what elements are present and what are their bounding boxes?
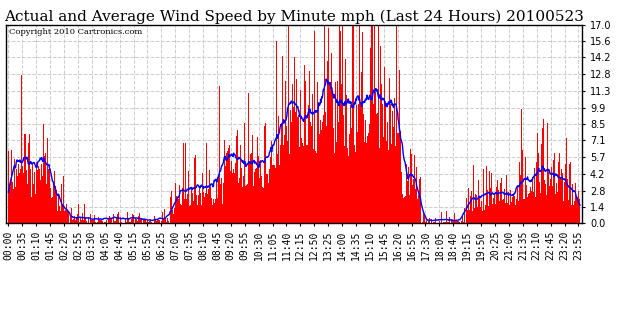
Text: Copyright 2010 Cartronics.com: Copyright 2010 Cartronics.com <box>10 28 143 36</box>
Title: Actual and Average Wind Speed by Minute mph (Last 24 Hours) 20100523: Actual and Average Wind Speed by Minute … <box>4 9 584 24</box>
